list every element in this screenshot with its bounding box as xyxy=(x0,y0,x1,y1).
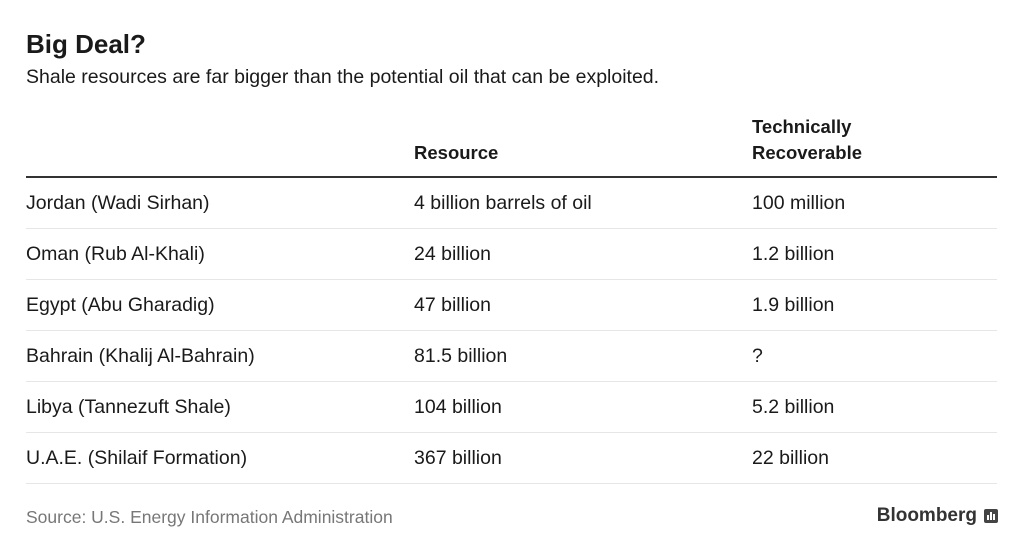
bloomberg-chart-icon xyxy=(984,509,998,523)
table-row: U.A.E. (Shilaif Formation) 367 billion 22 … xyxy=(26,433,997,484)
cell-country: Libya (Tannezuft Shale) xyxy=(26,396,231,418)
cell-resource: 367 billion xyxy=(414,447,502,469)
cell-recoverable: ? xyxy=(752,345,763,367)
cell-resource: 47 billion xyxy=(414,294,491,316)
chart-title: Big Deal? xyxy=(26,29,146,59)
table-row: Oman (Rub Al-Khali) 24 billion 1.2 billion xyxy=(26,229,997,280)
cell-country: U.A.E. (Shilaif Formation) xyxy=(26,447,248,469)
table-row: Bahrain (Khalij Al-Bahrain) 81.5 billion? xyxy=(26,331,997,382)
cell-resource: 104 billion xyxy=(414,396,502,418)
bloomberg-logo: Bloomberg xyxy=(877,505,998,527)
brand-text: Bloomberg xyxy=(876,505,977,526)
table-row: Libya (Tannezuft Shale) 104 billion 5.2 bi… xyxy=(26,382,997,433)
cell-resource: 81.5 billion xyxy=(414,345,508,367)
cell-country: Bahrain (Khalij Al-Bahrain) xyxy=(26,345,255,367)
table-header: Resource Technically Recoverable xyxy=(26,112,997,178)
header-line-1: Technically xyxy=(752,116,852,137)
cell-country: Egypt (Abu Gharadig) xyxy=(26,294,215,316)
cell-resource: 24 billion xyxy=(414,243,491,265)
header-technically-recoverable: Technically Recoverable xyxy=(752,114,862,166)
chart-subtitle: Shale resources are far bigger than the … xyxy=(26,66,660,88)
cell-recoverable: 5.2 billion xyxy=(752,396,835,418)
cell-recoverable: 100 million xyxy=(752,192,846,214)
cell-country: Oman (Rub Al-Khali) xyxy=(26,243,205,265)
cell-recoverable: 1.9 billion xyxy=(752,294,835,316)
cell-country: Jordan (Wadi Sirhan) xyxy=(26,192,210,214)
cell-resource: 4 billion barrels of oil xyxy=(414,192,592,214)
cell-recoverable: 1.2 billion xyxy=(752,243,835,265)
source-note: Source: U.S. Energy Information Administ… xyxy=(26,507,393,527)
table-row: Egypt (Abu Gharadig) 47 billion 1.9 billio… xyxy=(26,280,997,331)
table-row: Jordan (Wadi Sirhan) 4 billion barrels of… xyxy=(26,178,997,229)
cell-recoverable: 22 billion xyxy=(752,447,829,469)
header-resource: Resource xyxy=(414,142,499,163)
data-table: Resource Technically Recoverable Jordan … xyxy=(26,112,997,484)
header-line-2: Recoverable xyxy=(752,142,863,163)
